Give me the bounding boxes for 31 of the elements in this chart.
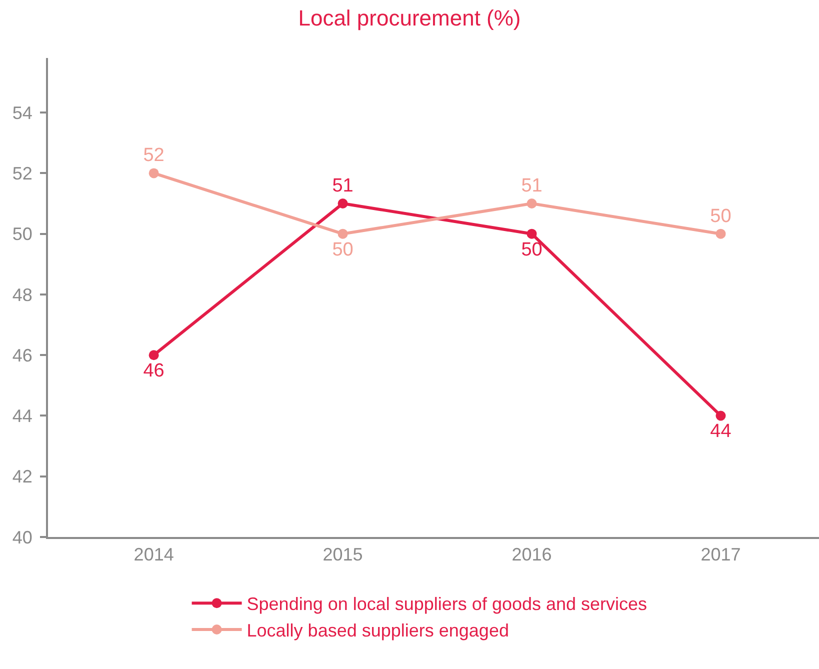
y-tick-label: 52 [12, 164, 32, 184]
y-tick-label: 42 [12, 466, 32, 487]
point [526, 198, 537, 209]
point [338, 198, 348, 209]
y-tick-label: 54 [12, 102, 32, 123]
data-label: 46 [143, 360, 164, 382]
y-tick-label: 44 [12, 406, 32, 426]
x-tick-label: 2017 [700, 544, 741, 565]
x-tick-label: 2015 [322, 544, 363, 565]
point [148, 168, 159, 178]
point [716, 410, 726, 421]
chart-title: Local procurement (%) [298, 5, 521, 30]
point [148, 350, 159, 360]
point [526, 228, 537, 239]
x-tick-label: 2014 [134, 544, 174, 565]
x-tick-label: 2016 [512, 544, 552, 565]
y-tick-label: 46 [12, 345, 32, 366]
data-label: 50 [521, 239, 542, 260]
data-label: 44 [710, 421, 732, 442]
y-tick-label: 50 [12, 224, 32, 244]
data-label: 51 [521, 176, 542, 197]
data-label: 50 [332, 239, 354, 260]
data-label: 52 [143, 145, 164, 166]
data-label: 50 [710, 206, 732, 227]
point [338, 228, 348, 239]
data-label: 51 [332, 176, 354, 197]
y-tick-label: 40 [12, 527, 32, 548]
point [716, 228, 726, 239]
y-tick-label: 48 [12, 284, 32, 305]
legend-label: Spending on local suppliers of goods and services [246, 594, 648, 614]
legend-label: Locally based suppliers engaged [246, 620, 509, 641]
